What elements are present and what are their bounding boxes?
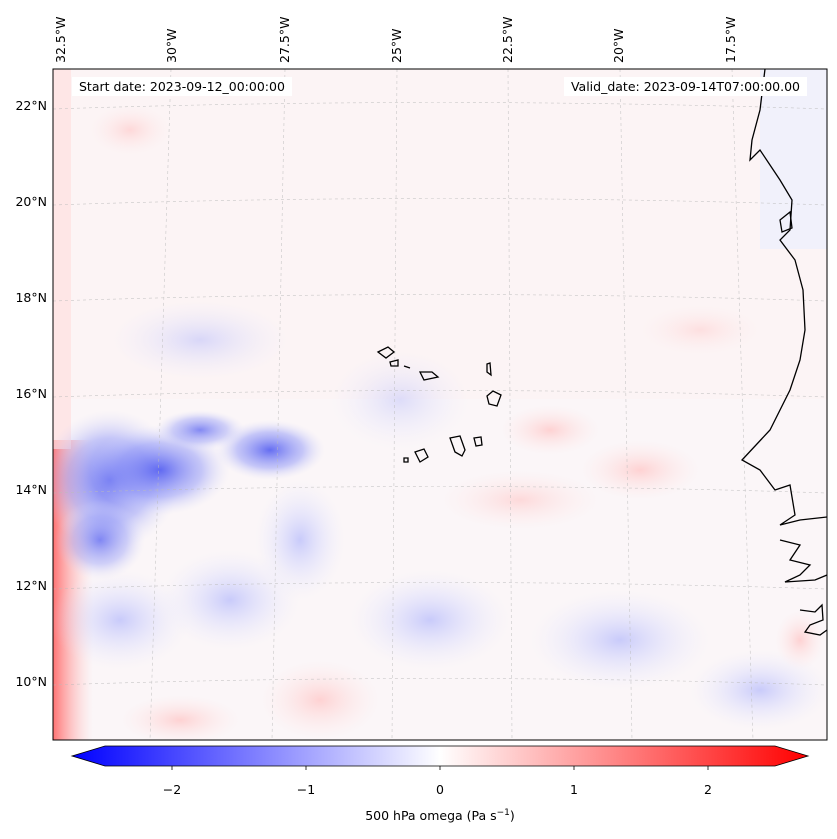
colorbar-tick-2: 2 (704, 782, 712, 797)
graticule (53, 69, 827, 740)
lon-label-27-5w: 27.5°W (277, 16, 292, 63)
colorbar-tick-0: 0 (436, 782, 444, 797)
lon-label-25w: 25°W (389, 28, 404, 63)
map-frame (52, 68, 828, 741)
colorbar-label: 500 hPa omega (Pa s−1) (0, 808, 837, 823)
colorbar-ticks (171, 766, 709, 770)
lat-label-16n: 16°N (15, 386, 47, 401)
colorbar-tick-minus1: −1 (296, 782, 316, 797)
coastline (376, 69, 827, 636)
colorbar-tick-1: 1 (570, 782, 578, 797)
omega-field (53, 69, 827, 740)
lon-label-17-5w: 17.5°W (723, 16, 738, 63)
lon-label-20w: 20°W (611, 28, 626, 63)
colorbar-label-text: 500 hPa omega (Pa s (365, 808, 497, 824)
lat-label-12n: 12°N (15, 578, 47, 593)
lon-label-22-5w: 22.5°W (500, 16, 515, 63)
lat-label-14n: 14°N (15, 482, 47, 497)
valid-date-annotation: Valid_date: 2023-09-14T07:00:00.00 (563, 77, 807, 96)
start-date-annotation: Start date: 2023-09-12_00:00:00 (72, 77, 292, 96)
lat-label-20n: 20°N (15, 194, 47, 209)
lat-label-22n: 22°N (15, 98, 47, 113)
lat-label-10n: 10°N (15, 674, 47, 689)
lat-label-18n: 18°N (15, 290, 47, 305)
colorbar-label-exponent: −1 (496, 808, 510, 818)
lon-label-30w: 30°W (164, 28, 179, 63)
lon-label-32-5w: 32.5°W (53, 16, 68, 63)
colorbar-label-close: ) (509, 808, 515, 824)
colorbar-tick-minus2: −2 (162, 782, 182, 797)
colorbar (70, 745, 810, 770)
